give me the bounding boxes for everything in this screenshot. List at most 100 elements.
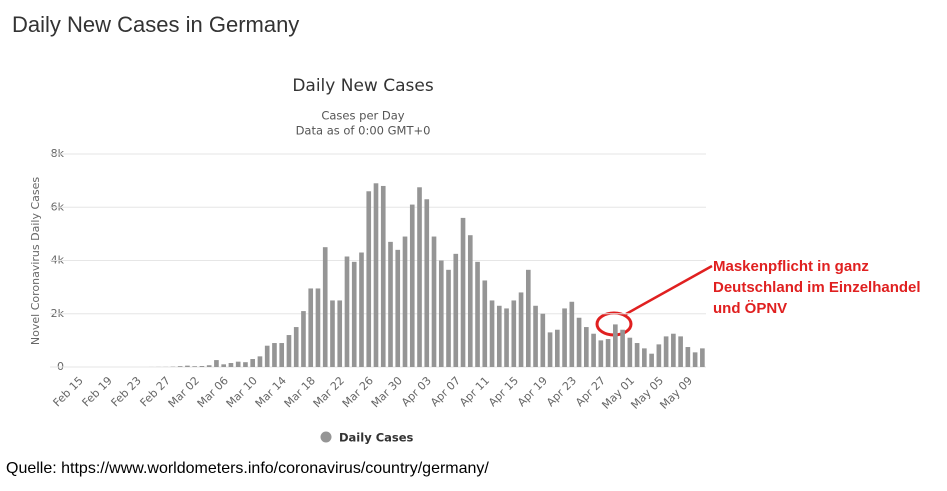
bar (380, 185, 386, 367)
annotation: und ÖPNV (713, 300, 787, 317)
bar (460, 217, 466, 367)
bar (337, 300, 343, 367)
x-tick-label: Mar 18 (282, 374, 318, 410)
x-tick-label: Apr 23 (544, 374, 579, 409)
bar (250, 359, 256, 367)
x-tick-label: Mar 26 (340, 374, 376, 410)
bar (598, 340, 604, 367)
bar (620, 329, 625, 367)
bar (192, 366, 197, 367)
bar (554, 329, 560, 367)
bar (634, 343, 640, 367)
bar (685, 347, 691, 367)
bar (301, 311, 306, 367)
bar (409, 204, 415, 367)
bar (206, 365, 212, 367)
x-tick-label: May 09 (657, 374, 695, 412)
bar (547, 332, 553, 367)
chart-subtitle: Data as of 0:00 GMT+0 (296, 124, 431, 138)
page-title: Daily New Cases in Germany (12, 12, 299, 37)
bar (511, 300, 517, 367)
x-tick-label: Apr 11 (457, 374, 492, 409)
bar (671, 333, 676, 367)
x-tick-label: Mar 02 (166, 374, 202, 410)
bar (315, 288, 321, 367)
bar (613, 324, 618, 367)
bar (373, 183, 379, 367)
bar (453, 253, 459, 367)
y-axis-label: Novel Coronavirus Daily Cases (29, 177, 42, 345)
bar (467, 235, 473, 367)
bar (279, 343, 285, 367)
x-tick-label: Mar 30 (369, 374, 405, 410)
bar (395, 249, 401, 367)
bar (576, 317, 582, 367)
source: Quelle: https://www.worldometers.info/co… (6, 460, 489, 477)
bar (177, 366, 183, 367)
x-tick-label: Apr 07 (428, 374, 463, 409)
bar (243, 362, 248, 367)
bar (504, 308, 509, 367)
bar (525, 269, 531, 367)
bar (438, 260, 444, 367)
bar (518, 292, 524, 367)
bar (649, 353, 654, 367)
bar (642, 348, 647, 367)
x-tick-label: Apr 19 (515, 374, 550, 409)
x-tick-label: Mar 14 (253, 374, 289, 410)
x-tick-label: Mar 10 (224, 374, 260, 410)
bar (417, 187, 422, 367)
bar (257, 356, 263, 367)
bar (656, 344, 662, 367)
bar (272, 343, 277, 367)
annotation-arrow (625, 264, 713, 316)
x-tick-label: Feb 23 (109, 374, 144, 409)
chart-subtitle: Cases per Day (321, 109, 404, 123)
bar (584, 327, 589, 367)
bar (286, 335, 292, 367)
bar (388, 241, 393, 367)
bar (185, 365, 190, 367)
x-tick-label: Mar 22 (311, 374, 347, 410)
bar (344, 256, 350, 367)
bar (692, 352, 698, 367)
bar (627, 337, 633, 367)
bar (199, 366, 205, 367)
bar (293, 327, 299, 367)
bar (700, 348, 705, 367)
bar (591, 333, 596, 367)
bar (605, 339, 611, 367)
bar (366, 191, 372, 367)
bar (431, 236, 437, 367)
bar (235, 361, 241, 367)
annotation: Maskenpflicht in ganz (713, 258, 869, 275)
bar (402, 236, 408, 367)
bar (330, 300, 335, 367)
annotation: Deutschland im Einzelhandel (713, 279, 921, 296)
bar (663, 336, 669, 367)
x-tick-label: Feb 19 (80, 374, 115, 409)
bar (569, 301, 575, 367)
x-tick-label: Apr 03 (399, 374, 434, 409)
bar (496, 305, 502, 367)
bar (264, 345, 270, 367)
bar (489, 300, 495, 367)
bar (351, 261, 357, 367)
bar (308, 288, 314, 367)
bar (214, 360, 219, 367)
legend-marker (320, 431, 332, 443)
x-tick-label: Mar 06 (195, 374, 231, 410)
bar (475, 261, 480, 367)
bar (678, 336, 683, 367)
bar (221, 364, 227, 367)
x-tick-label: Feb 15 (51, 374, 86, 409)
bar (540, 313, 546, 367)
chart-title: Daily New Cases (292, 76, 434, 96)
x-tick-label: Apr 15 (486, 374, 521, 409)
bar (359, 252, 364, 367)
bar (446, 269, 451, 367)
bar (533, 305, 538, 367)
bar (228, 363, 234, 367)
